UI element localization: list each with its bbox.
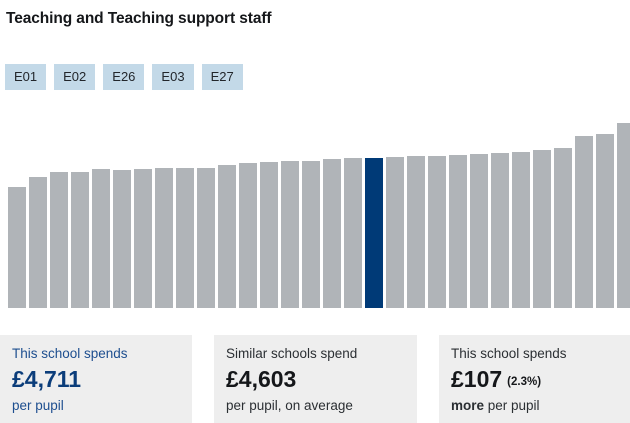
tag-pill-e02[interactable]: E02 [54, 64, 96, 90]
tag-list: E01 E02 E26 E03 E27 [5, 64, 243, 90]
bar[interactable] [155, 168, 173, 308]
bar[interactable] [470, 154, 488, 308]
panel-subtext-rest: per pupil, on average [226, 397, 353, 413]
tag-pill-e26[interactable]: E26 [103, 64, 145, 90]
bar[interactable] [197, 168, 215, 308]
bar[interactable] [323, 159, 341, 308]
panel-subtext-rest: per pupil [12, 397, 64, 413]
bar-highlighted[interactable] [365, 158, 383, 308]
bar[interactable] [113, 170, 131, 308]
panel-label: This school spends [12, 346, 128, 361]
bar[interactable] [575, 136, 593, 308]
panel-percent: (2.3%) [507, 375, 542, 388]
bar-chart [0, 110, 630, 308]
bar[interactable] [491, 153, 509, 308]
tag-pill-e01[interactable]: E01 [5, 64, 47, 90]
panel-subtext-bold: more [451, 397, 485, 413]
bar[interactable] [617, 123, 630, 308]
bar[interactable] [218, 165, 236, 308]
bar[interactable] [344, 158, 362, 308]
panel-subtext: more per pupil [451, 398, 618, 415]
bar[interactable] [92, 169, 110, 308]
panel-value: £4,603 [226, 365, 405, 394]
bar[interactable] [449, 155, 467, 308]
bar[interactable] [302, 161, 320, 308]
bar[interactable] [281, 161, 299, 308]
panel-subtext: per pupil [12, 398, 180, 415]
tag-pill-e27[interactable]: E27 [201, 64, 243, 90]
panel-value: £4,711 [12, 365, 180, 394]
tag-pill-e03[interactable]: E03 [152, 64, 194, 90]
panel-label: Similar schools spend [226, 346, 358, 361]
bar[interactable] [260, 162, 278, 308]
bar[interactable] [554, 148, 572, 308]
bar-chart-bars [8, 110, 630, 308]
panel-label: This school spends [451, 346, 567, 361]
panel-amount: £4,603 [226, 365, 297, 392]
summary-panels: This school spends £4,711 per pupil Simi… [0, 335, 630, 423]
panel-value: £107 (2.3%) [451, 365, 618, 394]
panel-amount: £107 [451, 365, 503, 392]
bar[interactable] [596, 134, 614, 308]
bar[interactable] [29, 177, 47, 308]
bar[interactable] [176, 168, 194, 308]
page-title: Teaching and Teaching support staff [6, 10, 272, 27]
bar[interactable] [71, 172, 89, 308]
panel-subtext-rest: per pupil [484, 397, 540, 413]
panel-amount: £4,711 [12, 365, 82, 392]
bar[interactable] [428, 156, 446, 308]
panel-difference: This school spends £107 (2.3%) more per p… [439, 335, 630, 423]
bar[interactable] [407, 156, 425, 308]
bar[interactable] [239, 163, 257, 308]
bar[interactable] [50, 172, 68, 308]
panel-similar-schools-spend: Similar schools spend £4,603 per pupil, … [214, 335, 417, 423]
bar[interactable] [512, 152, 530, 308]
panel-subtext: per pupil, on average [226, 398, 405, 415]
bar[interactable] [134, 169, 152, 308]
bar[interactable] [386, 157, 404, 308]
bar[interactable] [8, 187, 26, 308]
bar[interactable] [533, 150, 551, 308]
panel-this-school-spends: This school spends £4,711 per pupil [0, 335, 192, 423]
